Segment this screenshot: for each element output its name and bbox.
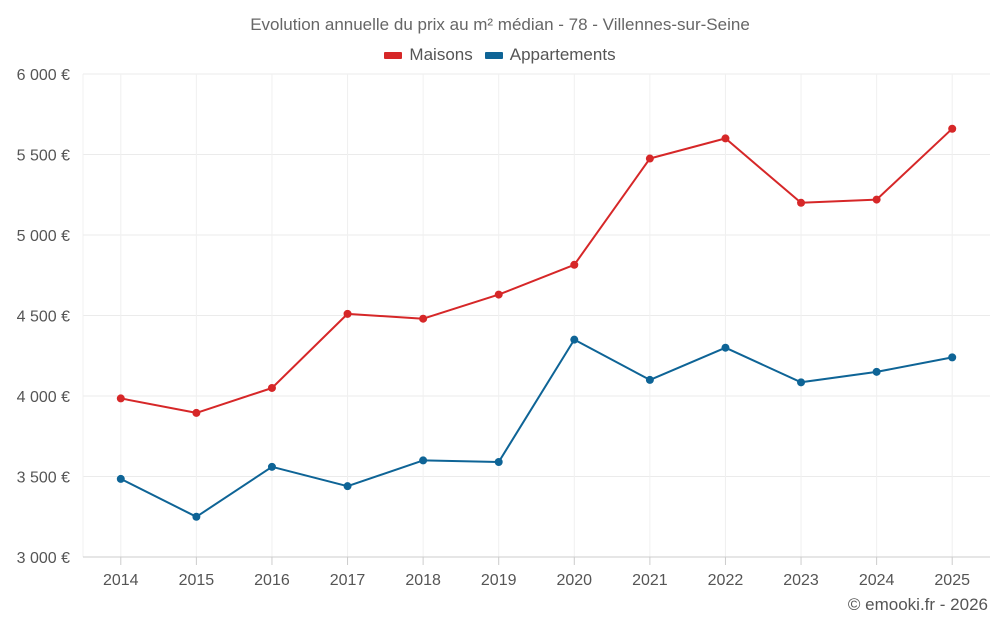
legend-label-maisons: Maisons	[409, 45, 473, 64]
axes: 3 000 € 3 500 € 4 000 € 4 500 € 5 000 € 5 500…	[17, 67, 990, 589]
data-point-appartements	[797, 378, 806, 387]
x-tick-label: 2016	[254, 572, 290, 589]
credit-text: © emooki.fr - 2026	[847, 595, 988, 614]
series-line-maisons	[120, 127, 953, 414]
data-point-appartements	[343, 482, 352, 491]
y-tick-label: 5 000 €	[17, 228, 70, 245]
data-point-maisons	[419, 314, 428, 323]
data-point-appartements	[192, 512, 201, 521]
y-tick-label: 4 500 €	[17, 309, 70, 326]
data-point-appartements	[570, 335, 579, 344]
x-tick-label: 2017	[330, 572, 366, 589]
data-point-maisons	[267, 383, 276, 392]
data-point-maisons	[192, 408, 201, 417]
data-point-maisons	[343, 309, 352, 318]
data-point-appartements	[419, 456, 428, 465]
chart-title: Evolution annuelle du prix au m² médian …	[250, 15, 750, 34]
legend-item-maisons[interactable]: Maisons	[384, 45, 473, 65]
x-tick-label: 2021	[632, 572, 668, 589]
data-point-appartements	[948, 353, 957, 362]
x-tick-label: 2014	[103, 572, 139, 589]
y-tick-label: 3 500 €	[17, 470, 70, 487]
series-layer	[116, 124, 957, 521]
data-point-maisons	[570, 260, 579, 269]
data-point-maisons	[645, 154, 654, 163]
x-tick-label: 2019	[481, 572, 517, 589]
data-point-appartements	[494, 458, 503, 467]
data-point-maisons	[494, 290, 503, 299]
legend-swatch-appartements	[484, 51, 503, 59]
x-tick-label: 2015	[179, 572, 215, 589]
y-tick-label: 6 000 €	[17, 67, 70, 84]
legend: Maisons Appartements	[0, 45, 1000, 65]
data-point-maisons	[797, 198, 806, 207]
series-line-appartements	[120, 338, 953, 518]
x-tick-label: 2020	[556, 572, 592, 589]
x-tick-label: 2025	[934, 572, 970, 589]
data-point-appartements	[872, 367, 881, 376]
x-tick-label: 2018	[405, 572, 441, 589]
data-point-maisons	[721, 134, 730, 143]
y-tick-label: 4 000 €	[17, 389, 70, 406]
legend-swatch-maisons	[384, 51, 403, 59]
x-tick-label: 2022	[708, 572, 744, 589]
data-point-appartements	[721, 343, 730, 352]
data-point-appartements	[645, 375, 654, 384]
data-point-maisons	[872, 195, 881, 204]
y-tick-label: 5 500 €	[17, 148, 70, 165]
data-point-maisons	[116, 394, 125, 403]
data-point-appartements	[116, 474, 125, 483]
data-point-appartements	[267, 462, 276, 471]
legend-item-appartements[interactable]: Appartements	[484, 45, 616, 65]
x-tick-label: 2024	[859, 572, 895, 589]
x-tick-label: 2023	[783, 572, 819, 589]
grid	[82, 73, 990, 558]
legend-label-appartements: Appartements	[509, 45, 616, 64]
data-point-maisons	[948, 124, 957, 133]
y-tick-label: 3 000 €	[17, 550, 70, 567]
